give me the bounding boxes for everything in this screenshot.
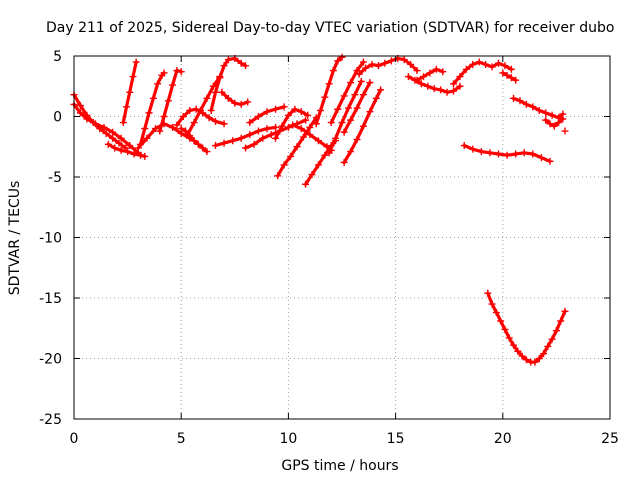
series-trace-32 [462, 143, 552, 163]
series-arc-3 [104, 140, 149, 160]
x-tick-label-1: 5 [177, 431, 186, 447]
series-arc-1 [70, 91, 129, 152]
series-arc-5 [136, 69, 168, 148]
series-arc-29 [499, 69, 520, 84]
series-arc-13 [212, 123, 280, 150]
series-trace-21 [329, 60, 365, 125]
y-tick-label-3: -10 [39, 231, 62, 247]
series-arc-33 [460, 142, 554, 165]
series-arc-34 [484, 289, 569, 366]
series-arc-23 [340, 79, 374, 136]
series-arc-8 [177, 125, 211, 156]
series-trace-11 [220, 90, 250, 106]
series-trace-3 [121, 60, 138, 125]
y-tick-label-0: -25 [39, 412, 62, 428]
series-trace-14 [248, 105, 286, 125]
x-tick-label-3: 15 [387, 431, 405, 447]
series-arc-18 [289, 121, 335, 154]
series-trace-27 [451, 60, 513, 86]
series-arc-24 [340, 86, 385, 166]
series-trace-2 [106, 142, 147, 158]
series-trace-29 [511, 96, 565, 120]
series-arc-28 [449, 58, 515, 88]
series-trace-6 [136, 122, 196, 150]
series-trace-28 [501, 71, 518, 82]
series-arc-22 [327, 58, 367, 127]
series-arc-11 [207, 54, 250, 114]
x-tick-label-4: 20 [494, 431, 512, 447]
series-trace-17 [291, 123, 333, 152]
series-trace-10 [209, 56, 248, 112]
series-trace-9 [186, 75, 222, 137]
series-arc-6 [156, 67, 185, 135]
series-trace-20 [327, 79, 363, 155]
series-trace-5 [158, 68, 183, 133]
y-axis-ticks: -25 -20 -15 -10 -5 0 5 [39, 49, 610, 428]
data-points [70, 53, 569, 366]
series-trace-0 [72, 93, 128, 150]
series-trace-19 [314, 55, 344, 126]
x-axis-label: GPS time / hours [281, 458, 398, 474]
y-tick-label-4: -5 [48, 170, 62, 186]
y-tick-label-1: -20 [39, 352, 62, 368]
series-arc-15 [246, 103, 288, 127]
y-tick-label-5: 0 [53, 110, 62, 126]
y-tick-label-2: -15 [39, 291, 62, 307]
series-arc-31 [542, 115, 567, 130]
series-trace-1 [72, 102, 140, 155]
data-point [561, 127, 569, 135]
series-trace-4 [138, 71, 166, 146]
grid-lines [74, 56, 610, 419]
series-trace-16 [276, 116, 318, 178]
series-arc-16 [272, 105, 312, 142]
series-trace-33 [486, 291, 567, 364]
y-tick-label-6: 5 [53, 49, 62, 65]
x-tick-label-0: 0 [70, 431, 79, 447]
series-trace-22 [342, 81, 372, 134]
series-arc-20 [312, 53, 346, 128]
series-arc-25 [355, 54, 421, 78]
series-trace-12 [213, 125, 278, 148]
series-trace-30 [544, 117, 565, 128]
x-axis-ticks: 0 5 10 15 20 25 [70, 56, 619, 447]
x-tick-label-5: 25 [601, 431, 619, 447]
series-arc-32 [561, 127, 569, 135]
series-trace-26 [415, 67, 445, 82]
series-trace-7 [179, 127, 209, 154]
series-arc-27 [413, 65, 447, 84]
series-trace-24 [357, 56, 419, 76]
x-tick-label-2: 10 [279, 431, 297, 447]
series-arc-21 [325, 77, 365, 157]
series-arc-12 [218, 88, 252, 108]
series-trace-15 [273, 107, 310, 140]
series-arc-30 [510, 94, 567, 122]
chart-title: Day 211 of 2025, Sidereal Day-to-day VTE… [46, 20, 614, 36]
series-arc-4 [119, 58, 140, 127]
series-arc-7 [134, 120, 198, 152]
y-axis-label: SDTVAR / TECUs [7, 181, 23, 296]
series-trace-23 [342, 88, 383, 165]
